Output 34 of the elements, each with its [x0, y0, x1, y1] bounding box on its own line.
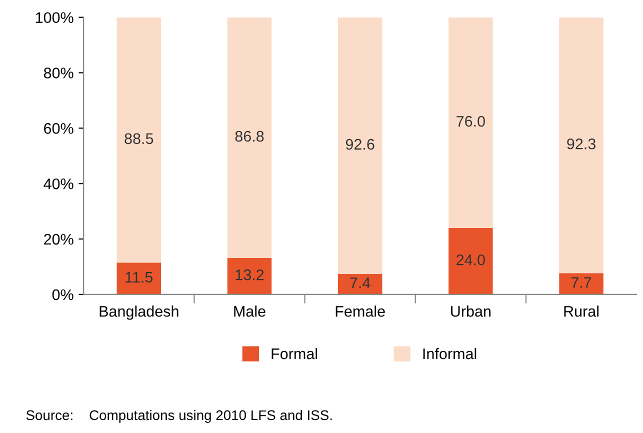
bar	[448, 17, 493, 228]
bar	[559, 17, 604, 274]
legend-label: Informal	[423, 348, 476, 360]
data-label: 86.8	[235, 130, 264, 142]
data-label: 7.7	[571, 277, 592, 288]
bar	[116, 17, 162, 263]
bar	[116, 262, 162, 294]
x-tick-label: Bangladesh	[100, 306, 178, 320]
y-tick-label: 40%	[44, 178, 74, 190]
legend-label: Formal	[272, 348, 318, 360]
data-label: 13.2	[236, 269, 264, 280]
data-label: 88.5	[124, 133, 154, 144]
data-label: 24.0	[456, 254, 485, 266]
bar	[338, 274, 382, 294]
data-label: 92.6	[346, 138, 374, 150]
bar	[559, 273, 604, 294]
bar	[448, 228, 493, 294]
data-label: 11.5	[126, 272, 153, 283]
y-tick-label: 0%	[52, 289, 74, 300]
y-tick-label: 80%	[44, 68, 74, 78]
x-tick-label: Urban	[451, 306, 490, 317]
bar	[338, 17, 382, 274]
x-tick-label: Female	[336, 306, 385, 317]
data-label: 92.3	[567, 138, 596, 150]
data-label: 7.4	[350, 278, 370, 288]
x-tick-label: Rural	[564, 306, 599, 317]
y-tick-label: 60%	[44, 123, 74, 134]
bar	[227, 258, 272, 294]
x-tick-label: Male	[234, 306, 266, 317]
source-note: Source: Computations using 2010 LFS and ISS.	[26, 410, 332, 423]
y-tick-label: 20%	[44, 234, 74, 245]
bar	[227, 17, 272, 258]
data-label: 76.0	[456, 116, 485, 127]
y-tick-label: 100%	[36, 12, 74, 24]
